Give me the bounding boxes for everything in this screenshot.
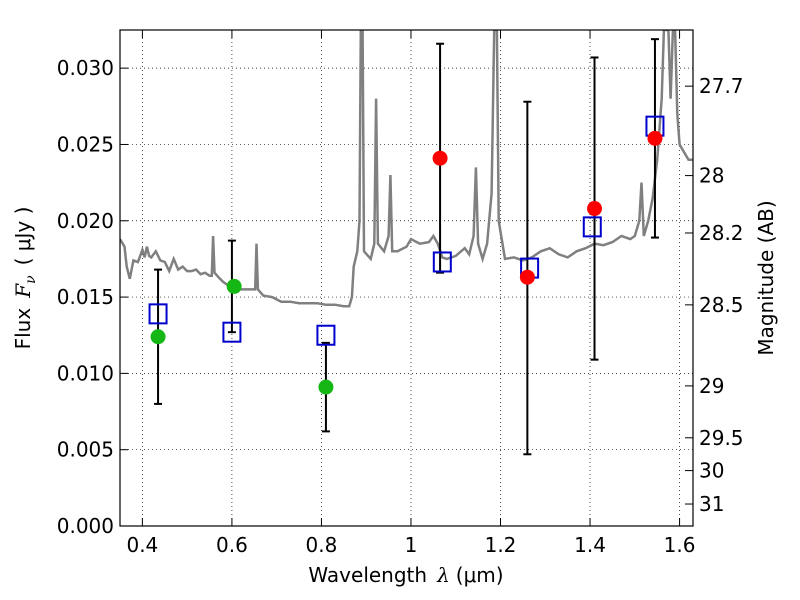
y-tick-label: 0.015 <box>57 285 114 309</box>
y-tick-label: 0.025 <box>57 132 114 156</box>
y-tick-label: 0.010 <box>57 361 114 385</box>
y-axis-ticks: 0.000 0.005 0.010 0.015 0.020 0.025 0.030 <box>57 56 128 538</box>
non-detections-point <box>318 379 334 395</box>
model-photometry-points <box>148 115 665 346</box>
y2-axis-label: Magnitude (AB) <box>754 200 778 355</box>
x-tick-label: 1.4 <box>574 533 606 557</box>
y-tick-label: 0.030 <box>57 56 114 80</box>
detections-point <box>647 130 663 146</box>
y-tick-label: 0.005 <box>57 438 114 462</box>
model-photometry-point <box>316 324 336 346</box>
plot-area <box>120 30 693 456</box>
y2-axis-ticks: 27.7 28 28.2 28.5 29 29.5 30 31 <box>685 74 744 516</box>
x-axis-label: Wavelength λ (μm) <box>308 563 503 587</box>
x-tick-label: 1.6 <box>664 533 696 557</box>
y2-tick-label: 31 <box>699 492 724 516</box>
y2-tick-label: 29.5 <box>699 426 744 450</box>
y2-tick-label: 28.5 <box>699 293 744 317</box>
y2-tick-label: 27.7 <box>699 74 744 98</box>
y2-tick-label: 28.2 <box>699 221 744 245</box>
x-tick-label: 0.6 <box>216 533 248 557</box>
y-tick-label: 0.020 <box>57 209 114 233</box>
x-tick-label: 0.4 <box>126 533 158 557</box>
x-tick-label: 1 <box>405 533 418 557</box>
model-photometry-point <box>222 321 242 343</box>
non-detections-point <box>150 329 166 345</box>
y-axis-label: FluxFν( μJy ) <box>11 207 39 350</box>
plot-frame <box>119 29 694 527</box>
model-photometry-point <box>148 303 168 325</box>
x-tick-label: 0.8 <box>306 533 338 557</box>
grid-lines <box>120 30 693 527</box>
x-tick-label: 1.2 <box>485 533 517 557</box>
model-spectrum-line <box>120 30 693 308</box>
non-detections-point <box>226 278 242 294</box>
x-axis-ticks: 0.4 0.6 0.8 1 1.2 1.4 1.6 <box>126 30 695 557</box>
detections-point <box>587 201 603 217</box>
y2-tick-label: 28 <box>699 164 724 188</box>
model-photometry-point <box>432 251 452 273</box>
y-tick-label: 0.000 <box>57 514 114 538</box>
model-photometry-point <box>582 216 602 238</box>
detections-point <box>432 150 448 166</box>
detections-point <box>519 269 535 285</box>
y2-tick-label: 29 <box>699 374 724 398</box>
measured-points <box>150 130 663 395</box>
y2-tick-label: 30 <box>699 459 724 483</box>
